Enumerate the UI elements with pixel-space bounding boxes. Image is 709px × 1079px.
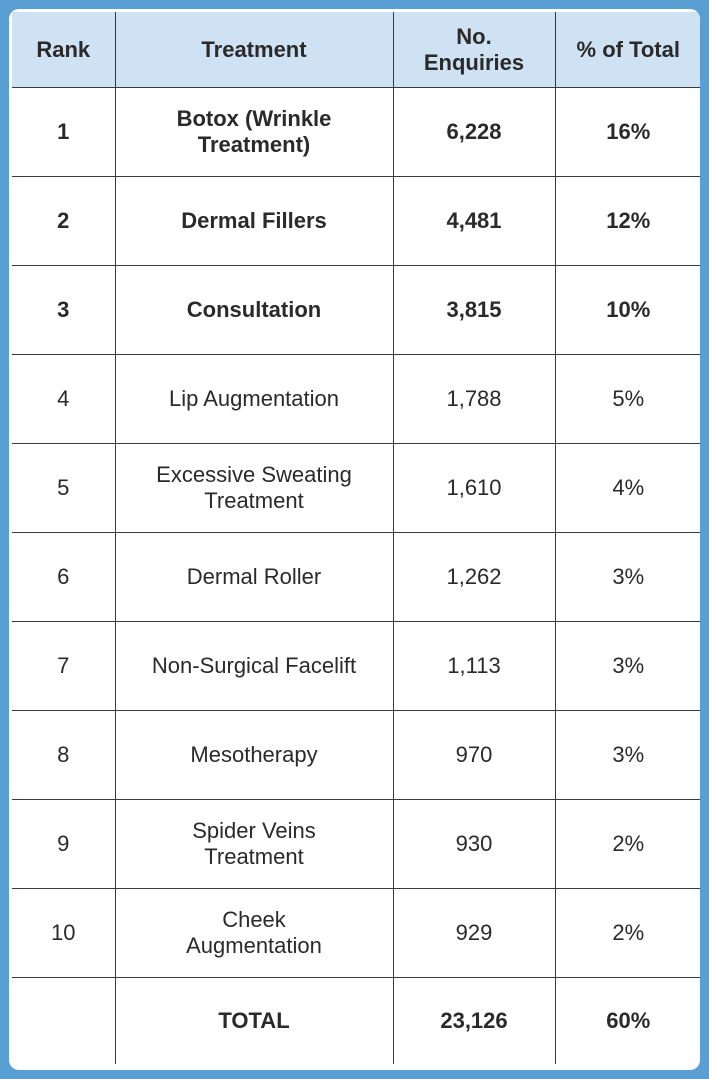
rank-cell: 7 bbox=[12, 621, 116, 711]
rank-cell: 2 bbox=[12, 176, 116, 266]
rank-cell: 9 bbox=[12, 799, 116, 889]
total-row: TOTAL 23,126 60% bbox=[12, 977, 700, 1064]
treatment-cell: Lip Augmentation bbox=[114, 354, 394, 444]
enquiries-cell: 1,788 bbox=[392, 354, 556, 444]
table-row: 8 Mesotherapy 970 3% bbox=[12, 710, 700, 800]
pct-cell: 12% bbox=[554, 176, 700, 266]
enquiries-cell: 3,815 bbox=[392, 265, 556, 355]
total-label-cell: TOTAL bbox=[114, 977, 394, 1064]
enquiries-cell: 929 bbox=[392, 888, 556, 978]
treatment-cell: Mesotherapy bbox=[114, 710, 394, 800]
header-row: Rank Treatment No. Enquiries % of Total bbox=[12, 12, 700, 88]
rank-cell: 1 bbox=[12, 87, 116, 177]
rank-cell: 5 bbox=[12, 443, 116, 533]
header-rank: Rank bbox=[12, 12, 116, 88]
enquiries-cell: 4,481 bbox=[392, 176, 556, 266]
total-enquiries-cell: 23,126 bbox=[392, 977, 556, 1064]
header-pct: % of Total bbox=[554, 12, 700, 88]
pct-cell: 2% bbox=[554, 888, 700, 978]
treatment-cell: Dermal Fillers bbox=[114, 176, 394, 266]
rank-cell: 8 bbox=[12, 710, 116, 800]
table-row: 3 Consultation 3,815 10% bbox=[12, 265, 700, 355]
treatment-enquiries-table: Rank Treatment No. Enquiries % of Total … bbox=[12, 12, 700, 1064]
treatment-cell: Botox (Wrinkle Treatment) bbox=[114, 87, 394, 177]
treatment-cell: Non-Surgical Facelift bbox=[114, 621, 394, 711]
pct-cell: 3% bbox=[554, 532, 700, 622]
enquiries-cell: 930 bbox=[392, 799, 556, 889]
table-row: 1 Botox (Wrinkle Treatment) 6,228 16% bbox=[12, 87, 700, 177]
pct-cell: 16% bbox=[554, 87, 700, 177]
header-treatment: Treatment bbox=[114, 12, 394, 88]
enquiries-cell: 1,113 bbox=[392, 621, 556, 711]
enquiries-cell: 1,262 bbox=[392, 532, 556, 622]
treatment-cell: Spider Veins Treatment bbox=[114, 799, 394, 889]
enquiries-cell: 970 bbox=[392, 710, 556, 800]
rank-cell: 6 bbox=[12, 532, 116, 622]
treatment-cell: Cheek Augmentation bbox=[114, 888, 394, 978]
header-enquiries-line2: Enquiries bbox=[423, 49, 525, 75]
table-row: 5 Excessive Sweating Treatment 1,610 4% bbox=[12, 443, 700, 533]
table-row: 10 Cheek Augmentation 929 2% bbox=[12, 888, 700, 978]
enquiries-cell: 1,610 bbox=[392, 443, 556, 533]
rank-cell: 3 bbox=[12, 265, 116, 355]
pct-cell: 10% bbox=[554, 265, 700, 355]
pct-cell: 4% bbox=[554, 443, 700, 533]
treatment-cell: Dermal Roller bbox=[114, 532, 394, 622]
table-row: 2 Dermal Fillers 4,481 12% bbox=[12, 176, 700, 266]
pct-cell: 3% bbox=[554, 621, 700, 711]
treatment-cell: Consultation bbox=[114, 265, 394, 355]
treatment-cell: Excessive Sweating Treatment bbox=[114, 443, 394, 533]
table-row: 6 Dermal Roller 1,262 3% bbox=[12, 532, 700, 622]
table-row: 7 Non-Surgical Facelift 1,113 3% bbox=[12, 621, 700, 711]
enquiries-cell: 6,228 bbox=[392, 87, 556, 177]
pct-cell: 5% bbox=[554, 354, 700, 444]
pct-cell: 2% bbox=[554, 799, 700, 889]
total-pct-cell: 60% bbox=[554, 977, 700, 1064]
header-enquiries: No. Enquiries bbox=[392, 12, 556, 88]
table-row: 4 Lip Augmentation 1,788 5% bbox=[12, 354, 700, 444]
total-rank-cell bbox=[12, 977, 116, 1064]
rank-cell: 10 bbox=[12, 888, 116, 978]
table-row: 9 Spider Veins Treatment 930 2% bbox=[12, 799, 700, 889]
header-enquiries-line1: No. bbox=[456, 23, 492, 49]
pct-cell: 3% bbox=[554, 710, 700, 800]
rank-cell: 4 bbox=[12, 354, 116, 444]
table-panel: Rank Treatment No. Enquiries % of Total … bbox=[9, 9, 700, 1070]
